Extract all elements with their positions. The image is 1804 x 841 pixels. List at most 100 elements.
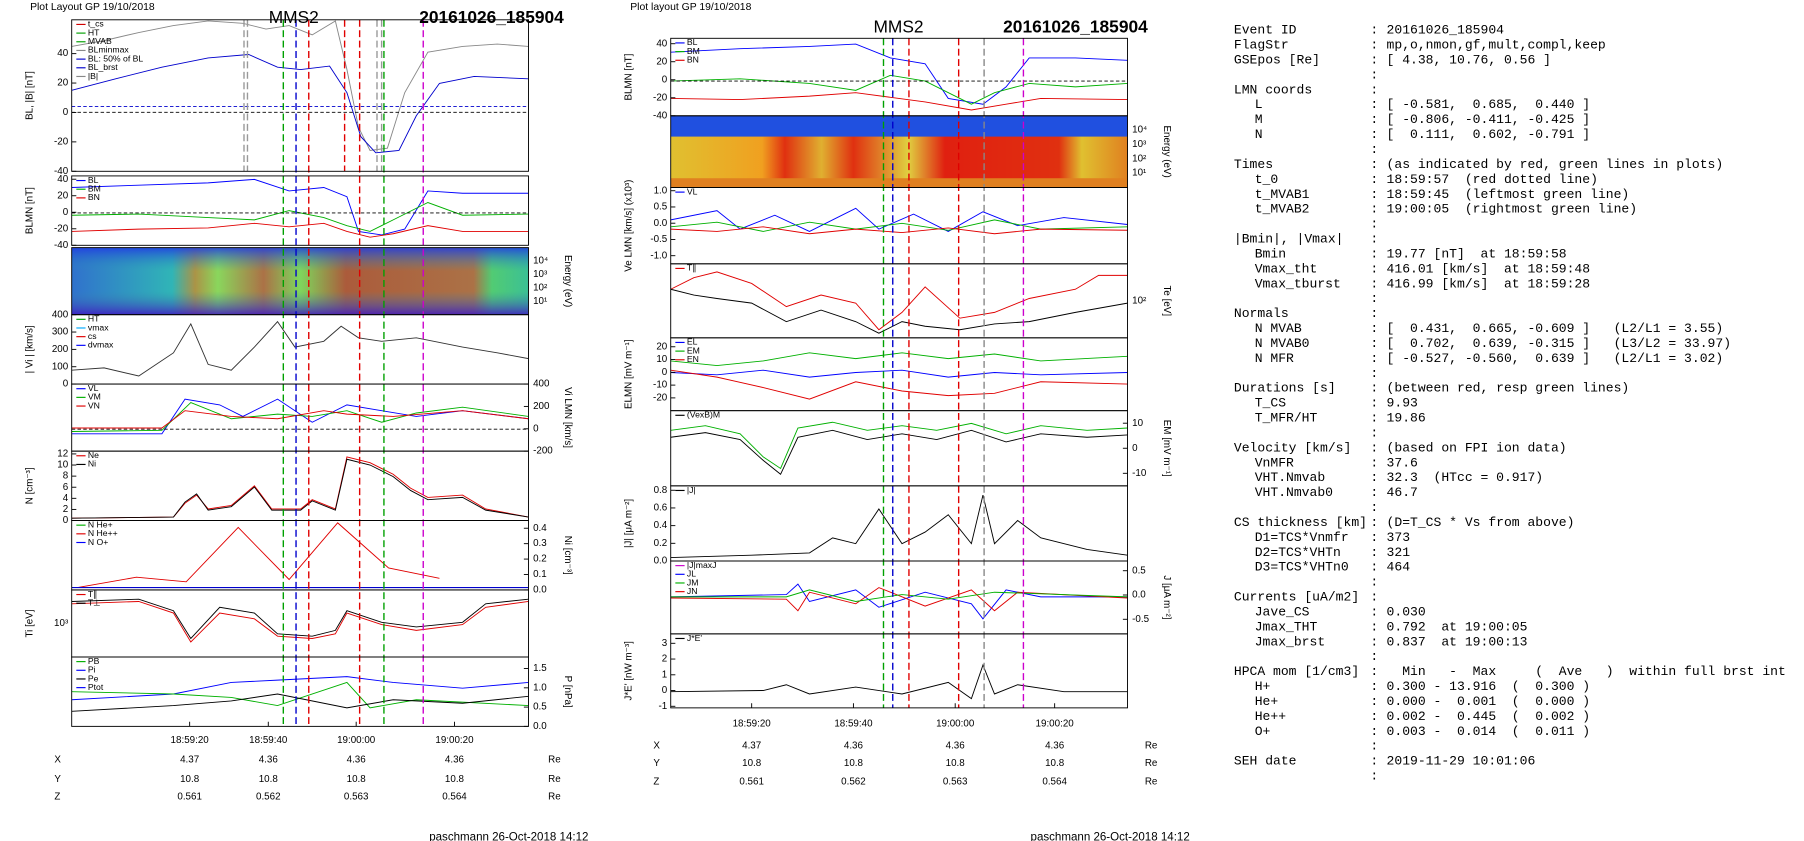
info-colon: : (1370, 604, 1378, 619)
axis-label: Ve LMN [km/s] (x10³) (624, 180, 635, 272)
ephemeris-unit: Re (548, 774, 561, 785)
y-tick-label: 0.2 (654, 538, 668, 549)
legend-label: VN (88, 400, 100, 410)
y-tick-label: 40 (656, 38, 667, 49)
legend-label: PB (88, 656, 100, 666)
y-tick-label: 1.0 (654, 185, 668, 196)
y-tick-label: 4 (63, 493, 69, 504)
info-colon: : (1370, 545, 1378, 560)
info-value: 0.030 (1387, 604, 1426, 619)
ephemeris-name: Z (653, 776, 659, 787)
info-key: Velocity [km/s] (1234, 440, 1351, 455)
info-colon: : (1370, 381, 1378, 396)
info-colon: : (1370, 396, 1378, 411)
y-tick-label: 0 (63, 515, 69, 526)
ephemeris-value: 10.8 (1045, 758, 1065, 769)
labels: Plot Layout GP 19/10/2018 MMS2 20161026_18… (25, 2, 1786, 841)
y-tick-label: -20 (653, 392, 668, 403)
trace (71, 398, 529, 435)
y-tick-label: 0 (662, 685, 668, 696)
y-tick-label: 0 (662, 74, 668, 85)
y-tick-label: 20 (656, 56, 667, 67)
ephemeris-value: 4.36 (445, 755, 465, 766)
trace (670, 207, 1128, 232)
panel-frame (670, 633, 1128, 709)
info-value: 0.000 - 0.001 ( 0.000 ) (1387, 694, 1591, 709)
legend-label: dvmax (88, 340, 114, 350)
info-colon: : (1370, 306, 1378, 321)
trace (71, 222, 529, 238)
info-key: D2=TCS*VHTn (1255, 545, 1341, 560)
info-colon: : (1370, 97, 1378, 112)
axis-label: Energy (eV) (562, 255, 573, 307)
ephemeris-name: Y (653, 758, 660, 769)
info-colon: : (1370, 291, 1378, 306)
trace (71, 54, 529, 154)
legend-label: Ptot (88, 682, 104, 692)
y-tick-label: 40 (57, 48, 68, 59)
ephemeris-value: 10.8 (445, 774, 465, 785)
info-value: (based on FPI ion data) (1387, 440, 1567, 455)
axis-label: Ni [cm⁻³] (562, 536, 573, 575)
axis-label: Vi LMN [km/s] (562, 387, 573, 448)
y-tick-label: 0.0 (533, 721, 547, 732)
ephemeris-name: X (54, 755, 61, 766)
y-tick-label: 2 (63, 504, 68, 515)
trace (670, 494, 1128, 558)
info-colon: : (1370, 694, 1378, 709)
axis-label: BLMN [nT] (25, 187, 36, 234)
ephemeris-name: Y (54, 774, 61, 785)
spectrogram-floor (670, 178, 1128, 188)
legend-label: (VexB)M (687, 410, 720, 420)
info-colon: : (1370, 23, 1378, 38)
y-tick-label: -0.5 (650, 234, 667, 245)
trace (71, 693, 529, 712)
ephemeris-value: 4.36 (259, 755, 279, 766)
info-value: 19:00:05 (rightmost green line) (1387, 202, 1638, 217)
legend-label: cs (88, 331, 97, 341)
legend-label: T∥ (687, 263, 697, 273)
y-tick-label: 10⁴ (533, 256, 548, 267)
info-key: O+ (1255, 724, 1271, 739)
y-tick-label: -200 (533, 446, 553, 457)
info-colon: : (1370, 769, 1378, 784)
info-key: N MVAB0 (1255, 336, 1310, 351)
y-tick-label: -40 (653, 110, 668, 121)
legend-label: BL_brst (88, 62, 118, 72)
ephemeris-value: 10.8 (844, 758, 864, 769)
ephemeris-value: 10.8 (946, 758, 966, 769)
y-tick-label: 10³ (533, 269, 548, 280)
y-tick-label: 10⁴ (1132, 125, 1147, 136)
y-tick-label: 0.0 (654, 218, 668, 229)
info-key: Jave_CS (1255, 604, 1310, 619)
trace (71, 202, 529, 232)
y-tick-label: 40 (57, 174, 68, 185)
info-value: 18:59:57 (red dotted line) (1387, 172, 1598, 187)
info-value: 416.01 [km/s] at 18:59:48 (1387, 261, 1591, 276)
info-key: N (1255, 127, 1263, 142)
info-colon: : (1370, 261, 1378, 276)
y-tick-label: 0 (662, 367, 668, 378)
legend-label: N He+ (88, 519, 113, 529)
trace (71, 458, 529, 519)
trace (71, 456, 529, 519)
info-colon: : (1370, 82, 1378, 97)
info-colon: : (1370, 246, 1378, 261)
trace (71, 676, 529, 701)
y-tick-label: 1.0 (533, 682, 547, 693)
info-colon: : (1370, 470, 1378, 485)
info-key: N MVAB (1255, 321, 1302, 336)
legend-label: MVAB (88, 36, 112, 46)
info-colon: : (1370, 172, 1378, 187)
panel-frame (71, 520, 529, 591)
legend-label: BN (687, 55, 699, 65)
y-tick-label: 20 (57, 190, 68, 201)
info-value: 416.99 [km/s] at 18:59:28 (1387, 276, 1591, 291)
info-colon: : (1370, 232, 1378, 247)
trace (670, 226, 1128, 235)
y-tick-label: 0.5 (533, 702, 547, 713)
y-tick-label: 8 (63, 471, 69, 482)
info-value: (as indicated by red, green lines in plo… (1387, 157, 1724, 172)
info-key: GSEpos [Re] (1234, 53, 1320, 68)
y-tick-label: 0.0 (533, 585, 547, 596)
